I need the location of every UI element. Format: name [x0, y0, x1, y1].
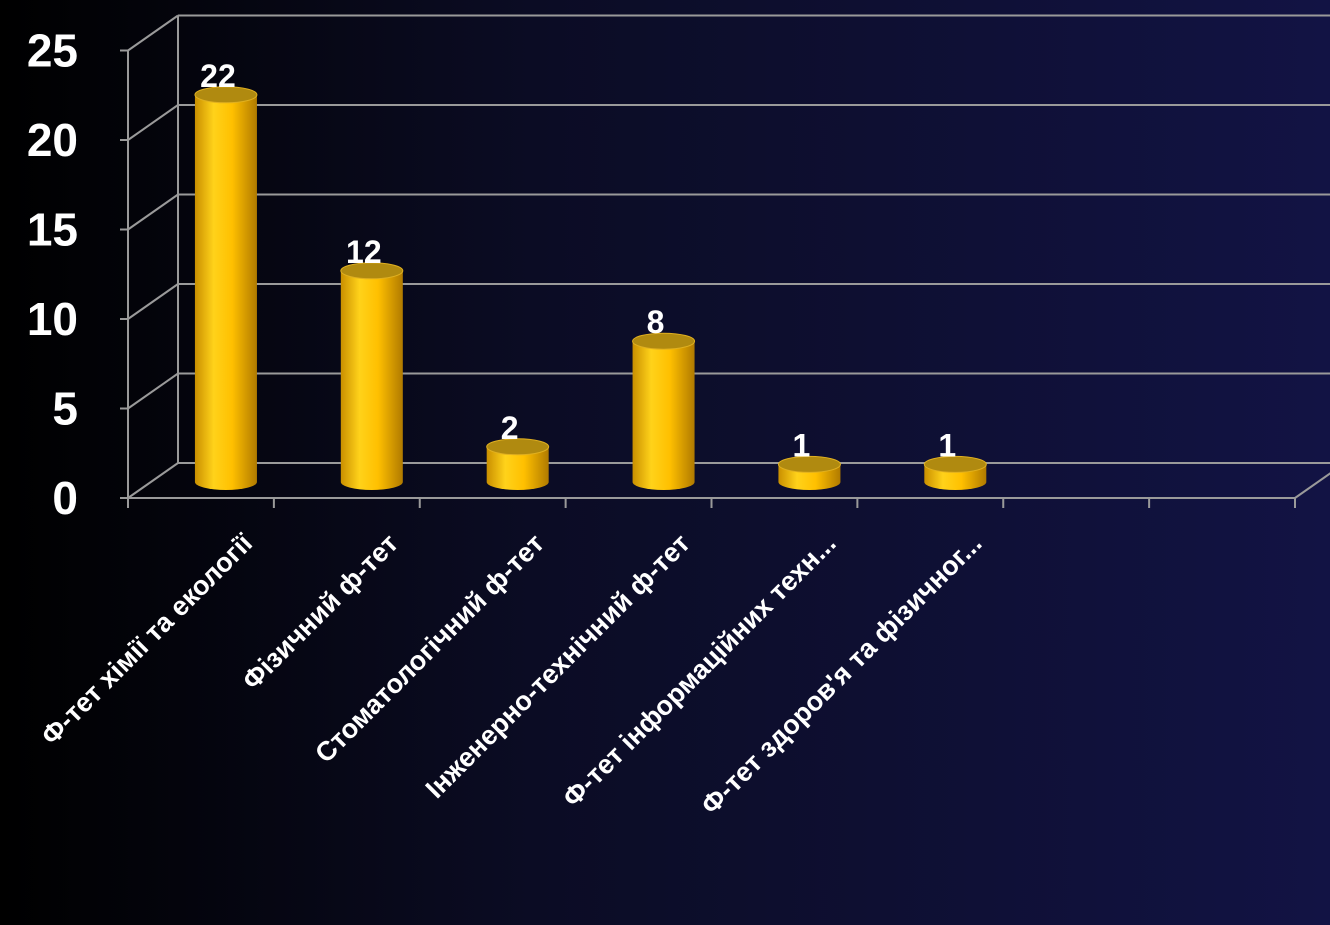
bar [340, 262, 404, 490]
y-tick-label: 20 [27, 114, 78, 166]
bar-top [194, 86, 258, 104]
data-label: 2 [501, 410, 519, 446]
bar-body [194, 94, 257, 491]
gridline-diagonal [127, 104, 179, 141]
bar-top [923, 455, 987, 473]
data-label: 1 [793, 427, 811, 463]
bar-body [340, 270, 403, 490]
data-label: 12 [346, 234, 382, 270]
category-label: Інженерно-технічний ф-тет [420, 528, 696, 804]
category-label: Ф-тет інформаційних техн... [557, 528, 842, 813]
data-label: 8 [647, 304, 665, 340]
axes [120, 15, 1330, 508]
bar [632, 332, 696, 490]
grid-lines [127, 14, 1330, 499]
y-tick-label: 10 [27, 293, 78, 345]
category-label: Ф-тет хімії та екології [35, 527, 259, 751]
data-label: 1 [938, 427, 956, 463]
y-tick-label: 15 [27, 204, 78, 256]
data-label: 22 [200, 58, 236, 94]
bar-top [777, 455, 841, 473]
bar [777, 455, 841, 490]
bars [194, 86, 987, 491]
gridline-diagonal [127, 14, 179, 52]
gridline-diagonal [127, 372, 179, 410]
gridline-diagonal [127, 193, 179, 231]
bar [486, 438, 550, 490]
gridline-diagonal [127, 462, 179, 499]
bar [194, 86, 258, 491]
bar-top [340, 262, 404, 280]
category-label: Фізичний ф-тет [236, 528, 404, 696]
y-tick-label: 5 [52, 383, 78, 435]
y-tick-label: 25 [27, 25, 78, 77]
gridline-diagonal [127, 283, 179, 320]
y-tick-label: 0 [52, 472, 78, 524]
floor-right-edge [1294, 472, 1330, 499]
bar [923, 455, 987, 490]
bar-body [486, 446, 549, 490]
category-label: Ф-тет здоров'я та фізичног... [695, 528, 987, 820]
data-labels: 22 12 2 8 1 1 [200, 58, 956, 464]
bar-top [486, 438, 550, 456]
bar-body [632, 341, 695, 490]
bar-top [632, 332, 696, 350]
y-tick-labels: 0 5 10 15 20 25 [27, 25, 78, 525]
